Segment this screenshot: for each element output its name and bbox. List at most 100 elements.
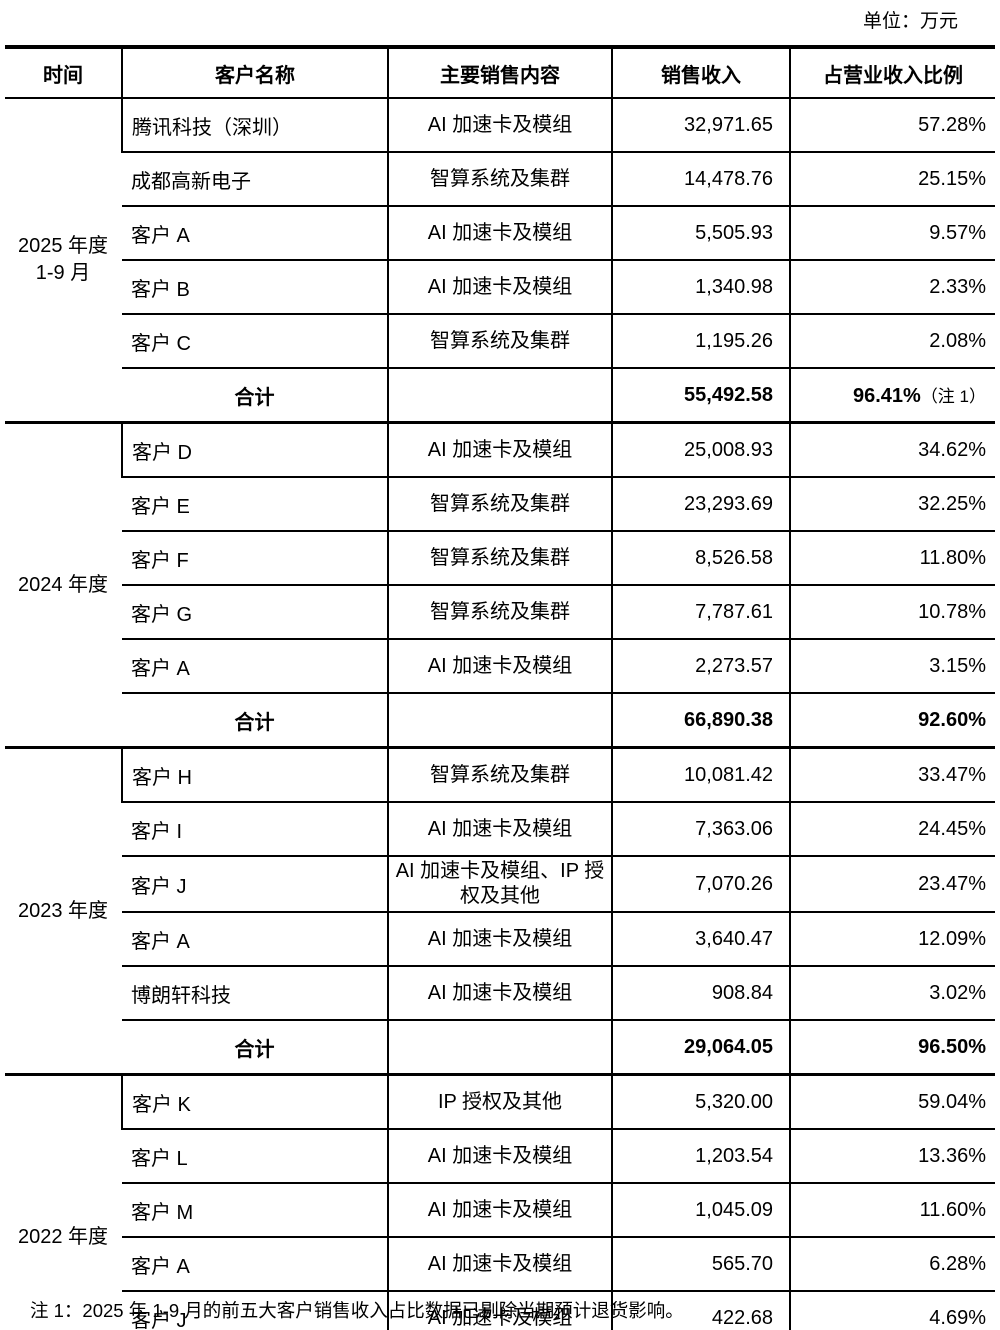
content-cell: AI 加速卡及模组 bbox=[387, 1291, 612, 1330]
total-row: 合计 55,492.58 96.41%（注 1） bbox=[5, 368, 995, 424]
content-cell: AI 加速卡及模组 bbox=[387, 206, 612, 261]
ratio-cell: 25.15% bbox=[789, 152, 995, 207]
customer-cell: 客户 F bbox=[122, 531, 388, 586]
content-cell: AI 加速卡及模组 bbox=[387, 1183, 612, 1238]
customer-cell: 客户 I bbox=[122, 802, 388, 857]
revenue-cell: 8,526.58 bbox=[611, 531, 790, 586]
period-line: 1-9 月 bbox=[35, 262, 91, 284]
customer-cell: 客户 J bbox=[122, 856, 388, 913]
revenue-cell: 7,787.61 bbox=[611, 585, 790, 640]
revenue-cell: 908.84 bbox=[611, 966, 790, 1021]
table-row: 客户 E 智算系统及集群 23,293.69 32.25% bbox=[5, 477, 995, 532]
content-cell: AI 加速卡及模组 bbox=[387, 1237, 612, 1292]
period-line: 2025 年度 bbox=[17, 235, 109, 257]
period-cell: 2025 年度 1-9 月 bbox=[5, 98, 122, 424]
revenue-cell: 32,971.65 bbox=[611, 98, 790, 153]
customer-cell: 客户 D bbox=[121, 422, 388, 478]
table-row: 客户 I AI 加速卡及模组 7,363.06 24.45% bbox=[5, 802, 995, 857]
content-cell: AI 加速卡及模组 bbox=[387, 260, 612, 315]
content-cell: AI 加速卡及模组 bbox=[387, 966, 612, 1021]
content-cell: 智算系统及集群 bbox=[387, 314, 612, 369]
ratio-cell: 33.47% bbox=[789, 747, 995, 803]
content-cell: AI 加速卡及模组、IP 授权及其他 bbox=[387, 856, 612, 913]
total-revenue-cell: 66,890.38 bbox=[611, 693, 790, 749]
table-row: 客户 J AI 加速卡及模组、IP 授权及其他 7,070.26 23.47% bbox=[5, 856, 995, 913]
total-ratio-value: 92.60% bbox=[918, 708, 986, 731]
col-header-content: 主要销售内容 bbox=[387, 47, 612, 99]
total-row: 合计 29,064.05 96.50% bbox=[5, 1020, 995, 1076]
total-ratio-value: 96.41% bbox=[852, 385, 921, 407]
customer-cell: 客户 M bbox=[122, 1183, 388, 1238]
table-row: 2023 年度 客户 H 智算系统及集群 10,081.42 33.47% bbox=[5, 747, 995, 1076]
period-line: 2023 年度 bbox=[17, 899, 109, 922]
revenue-cell: 1,340.98 bbox=[611, 260, 790, 315]
period-line: 2022 年度 bbox=[17, 1225, 109, 1248]
table-row: 成都高新电子 智算系统及集群 14,478.76 25.15% bbox=[5, 152, 995, 207]
content-cell: AI 加速卡及模组 bbox=[387, 802, 612, 857]
table-row: 客户 G 智算系统及集群 7,787.61 10.78% bbox=[5, 585, 995, 640]
ratio-cell: 9.57% bbox=[789, 206, 995, 261]
revenue-cell: 7,363.06 bbox=[611, 802, 790, 857]
revenue-cell: 422.68 bbox=[611, 1291, 790, 1330]
revenue-cell: 2,273.57 bbox=[611, 639, 790, 694]
ratio-cell: 23.47% bbox=[789, 856, 995, 913]
content-cell: 智算系统及集群 bbox=[387, 477, 612, 532]
customer-cell: 客户 K bbox=[121, 1074, 388, 1130]
customer-cell: 客户 A bbox=[122, 1237, 388, 1292]
col-header-ratio: 占营业收入比例 bbox=[789, 47, 995, 99]
ratio-cell: 24.45% bbox=[789, 802, 995, 857]
ratio-cell: 3.15% bbox=[789, 639, 995, 694]
customer-cell: 客户 J bbox=[122, 1291, 388, 1330]
revenue-cell: 7,070.26 bbox=[611, 856, 790, 913]
revenue-cell: 23,293.69 bbox=[611, 477, 790, 532]
period-cell: 2024 年度 bbox=[5, 422, 122, 749]
total-revenue-cell: 29,064.05 bbox=[611, 1020, 790, 1076]
col-header-revenue: 销售收入 bbox=[611, 47, 790, 99]
table-row: 客户 A AI 加速卡及模组 5,505.93 9.57% bbox=[5, 206, 995, 261]
total-content-cell bbox=[387, 693, 612, 749]
content-cell: 智算系统及集群 bbox=[387, 585, 612, 640]
revenue-cell: 5,505.93 bbox=[611, 206, 790, 261]
revenue-cell: 1,195.26 bbox=[611, 314, 790, 369]
ratio-cell: 13.36% bbox=[789, 1129, 995, 1184]
ratio-cell: 11.80% bbox=[789, 531, 995, 586]
col-header-customer: 客户名称 bbox=[121, 47, 388, 99]
customer-cell: 成都高新电子 bbox=[122, 152, 388, 207]
total-ratio-note: （注 1） bbox=[920, 387, 986, 406]
revenue-cell: 1,045.09 bbox=[611, 1183, 790, 1238]
revenue-cell: 10,081.42 bbox=[611, 747, 790, 803]
ratio-cell: 2.33% bbox=[789, 260, 995, 315]
content-cell: 智算系统及集群 bbox=[387, 747, 612, 803]
ratio-cell: 6.28% bbox=[789, 1237, 995, 1292]
total-content-cell bbox=[387, 368, 612, 424]
revenue-cell: 5,320.00 bbox=[611, 1074, 790, 1130]
table-body: 2025 年度 1-9 月 腾讯科技（深圳） AI 加速卡及模组 32,971.65 57… bbox=[5, 98, 995, 1330]
customer-cell: 腾讯科技（深圳） bbox=[121, 98, 388, 153]
customer-cell: 客户 L bbox=[122, 1129, 388, 1184]
total-ratio-cell: 96.41%（注 1） bbox=[789, 368, 995, 424]
revenue-cell: 565.70 bbox=[611, 1237, 790, 1292]
ratio-cell: 59.04% bbox=[789, 1074, 995, 1130]
revenue-cell: 14,478.76 bbox=[611, 152, 790, 207]
revenue-cell: 1,203.54 bbox=[611, 1129, 790, 1184]
table-row: 客户 B AI 加速卡及模组 1,340.98 2.33% bbox=[5, 260, 995, 315]
period-cell: 2022 年度 bbox=[5, 1075, 122, 1330]
ratio-cell: 57.28% bbox=[789, 98, 995, 153]
customer-cell: 客户 C bbox=[122, 314, 388, 369]
total-ratio-value: 96.50% bbox=[918, 1035, 986, 1058]
content-cell: 智算系统及集群 bbox=[387, 152, 612, 207]
table-row: 2025 年度 1-9 月 腾讯科技（深圳） AI 加速卡及模组 32,971.65 57… bbox=[5, 98, 995, 424]
content-cell: AI 加速卡及模组 bbox=[387, 422, 612, 478]
footnote: 注 1：2025 年 1-9 月的前五大客户销售收入占比数据已剔除当期预计退货影… bbox=[30, 1300, 684, 1321]
customer-cell: 客户 A bbox=[122, 206, 388, 261]
customer-cell: 客户 A bbox=[122, 912, 388, 967]
ratio-cell: 10.78% bbox=[789, 585, 995, 640]
table-row: 客户 C 智算系统及集群 1,195.26 2.08% bbox=[5, 314, 995, 369]
content-cell: AI 加速卡及模组 bbox=[387, 1129, 612, 1184]
customer-cell: 客户 B bbox=[122, 260, 388, 315]
total-content-cell bbox=[387, 1020, 612, 1076]
content-cell: AI 加速卡及模组 bbox=[387, 912, 612, 967]
total-ratio-cell: 92.60% bbox=[789, 693, 995, 749]
customer-cell: 客户 G bbox=[122, 585, 388, 640]
period-line: 2024 年度 bbox=[17, 573, 109, 596]
